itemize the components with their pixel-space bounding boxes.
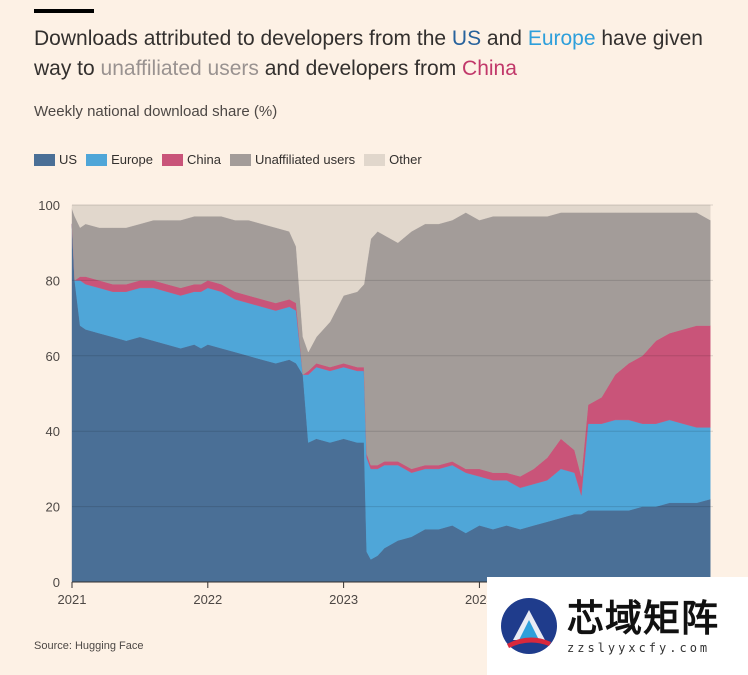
legend-item-us: US xyxy=(34,152,77,167)
title-text-1: Downloads attributed to developers from … xyxy=(34,27,452,50)
watermark-url: zzslyyxcfy.com xyxy=(567,641,711,655)
legend-item-europe: Europe xyxy=(86,152,153,167)
y-tick-label-40: 40 xyxy=(46,424,60,439)
title-unaffiliated: unaffiliated users xyxy=(100,57,259,80)
chart-subtitle: Weekly national download share (%) xyxy=(34,103,278,120)
legend-item-china: China xyxy=(161,152,221,167)
chart-title: Downloads attributed to developers from … xyxy=(34,24,724,84)
legend-swatch-europe xyxy=(86,153,108,166)
y-tick-label-20: 20 xyxy=(46,500,60,515)
title-china: China xyxy=(462,57,517,80)
y-tick-label-80: 80 xyxy=(46,273,60,288)
area-other xyxy=(71,204,711,353)
watermark-logo-icon xyxy=(501,598,557,654)
legend-label-china: China xyxy=(186,152,221,167)
watermark-name: 芯域矩阵 xyxy=(567,598,719,639)
x-tick-label-2024: 2024 xyxy=(465,592,494,607)
legend-label-other: Other xyxy=(389,152,422,167)
legend: US Europe China Unaffiliated users Other xyxy=(34,152,431,167)
header-rule xyxy=(34,9,94,13)
title-text-4: and developers from xyxy=(258,57,463,80)
legend-swatch-unaffiliated-users xyxy=(229,153,251,166)
title-us: US xyxy=(451,27,482,50)
legend-label-europe: Europe xyxy=(111,152,153,167)
legend-swatch-other xyxy=(364,153,386,166)
legend-item-other: Other xyxy=(364,152,422,167)
legend-label-us: US xyxy=(59,152,78,167)
legend-swatch-china xyxy=(161,153,183,166)
y-tick-label-100: 100 xyxy=(38,198,60,213)
title-text-2: and xyxy=(481,27,528,50)
legend-item-unaffiliated-users: Unaffiliated users xyxy=(229,152,356,167)
legend-label-unaffiliated-users: Unaffiliated users xyxy=(254,152,356,167)
x-tick-label-2022: 2022 xyxy=(193,592,222,607)
y-tick-label-60: 60 xyxy=(46,349,60,364)
y-tick-label-0: 0 xyxy=(53,575,60,590)
title-europe: Europe xyxy=(527,27,596,50)
legend-swatch-us xyxy=(34,153,55,166)
x-tick-label-2023: 2023 xyxy=(329,592,358,607)
watermark-badge: 芯域矩阵 zzslyyxcfy.com xyxy=(487,577,748,675)
x-tick-label-2021: 2021 xyxy=(58,592,87,607)
title-text-3: have given way to xyxy=(34,27,703,80)
source-note: Source: Hugging Face xyxy=(34,640,144,652)
stacked-area-chart: 0 20 40 60 80 100 2021 2022 2023 2024 xyxy=(38,198,713,607)
